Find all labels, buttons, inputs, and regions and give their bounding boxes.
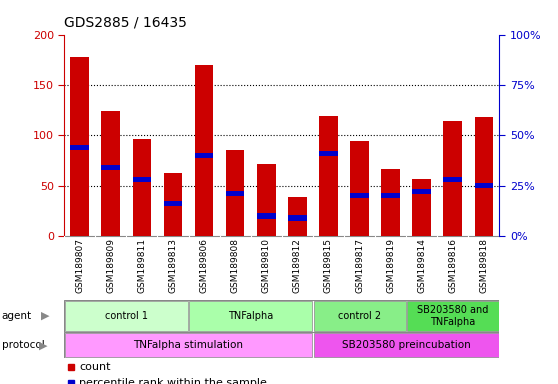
Bar: [314, 301, 406, 331]
Bar: [444, 177, 462, 182]
Bar: [163, 173, 182, 236]
Bar: [65, 301, 188, 331]
Text: percentile rank within the sample: percentile rank within the sample: [79, 378, 267, 384]
Text: SB203580 and
TNFalpha: SB203580 and TNFalpha: [417, 305, 488, 327]
Text: GSM189818: GSM189818: [479, 238, 488, 293]
Text: SB203580 preincubation: SB203580 preincubation: [341, 340, 470, 350]
Bar: [65, 333, 312, 357]
Text: control 1: control 1: [105, 311, 148, 321]
Bar: [195, 65, 213, 236]
Text: count: count: [79, 362, 111, 372]
Text: GDS2885 / 16435: GDS2885 / 16435: [64, 15, 187, 29]
Text: TNFalpha stimulation: TNFalpha stimulation: [133, 340, 243, 350]
Bar: [163, 201, 182, 207]
Text: GSM189812: GSM189812: [293, 238, 302, 293]
Bar: [314, 333, 499, 357]
Bar: [350, 141, 369, 236]
Text: GSM189810: GSM189810: [262, 238, 271, 293]
Bar: [102, 165, 120, 170]
Bar: [288, 215, 307, 220]
Bar: [195, 153, 213, 158]
Text: GSM189817: GSM189817: [355, 238, 364, 293]
Text: GSM189814: GSM189814: [417, 238, 426, 293]
Text: GSM189806: GSM189806: [200, 238, 209, 293]
Text: GSM189809: GSM189809: [107, 238, 116, 293]
Bar: [474, 117, 493, 236]
Text: GSM189813: GSM189813: [169, 238, 177, 293]
Bar: [226, 191, 244, 196]
Bar: [444, 121, 462, 236]
Bar: [381, 169, 400, 236]
Bar: [257, 164, 276, 236]
Bar: [412, 179, 431, 236]
Bar: [381, 193, 400, 199]
Text: GSM189807: GSM189807: [75, 238, 84, 293]
Bar: [133, 177, 151, 182]
Text: agent: agent: [2, 311, 32, 321]
Text: GSM189811: GSM189811: [137, 238, 146, 293]
Bar: [257, 214, 276, 218]
Text: GSM189819: GSM189819: [386, 238, 395, 293]
Bar: [319, 151, 338, 156]
Text: protocol: protocol: [2, 340, 45, 350]
Text: ▶: ▶: [41, 311, 49, 321]
Text: GSM189808: GSM189808: [230, 238, 239, 293]
Text: control 2: control 2: [338, 311, 381, 321]
Text: TNFalpha: TNFalpha: [228, 311, 273, 321]
Bar: [288, 197, 307, 236]
Text: GSM189815: GSM189815: [324, 238, 333, 293]
Bar: [226, 151, 244, 236]
Bar: [412, 189, 431, 194]
Bar: [70, 57, 89, 236]
Bar: [319, 116, 338, 236]
Bar: [350, 193, 369, 199]
Bar: [189, 301, 312, 331]
Text: GSM189816: GSM189816: [448, 238, 457, 293]
Bar: [102, 111, 120, 236]
Text: ▶: ▶: [39, 340, 47, 350]
Bar: [407, 301, 499, 331]
Bar: [133, 139, 151, 236]
Bar: [474, 183, 493, 188]
Bar: [70, 145, 89, 150]
